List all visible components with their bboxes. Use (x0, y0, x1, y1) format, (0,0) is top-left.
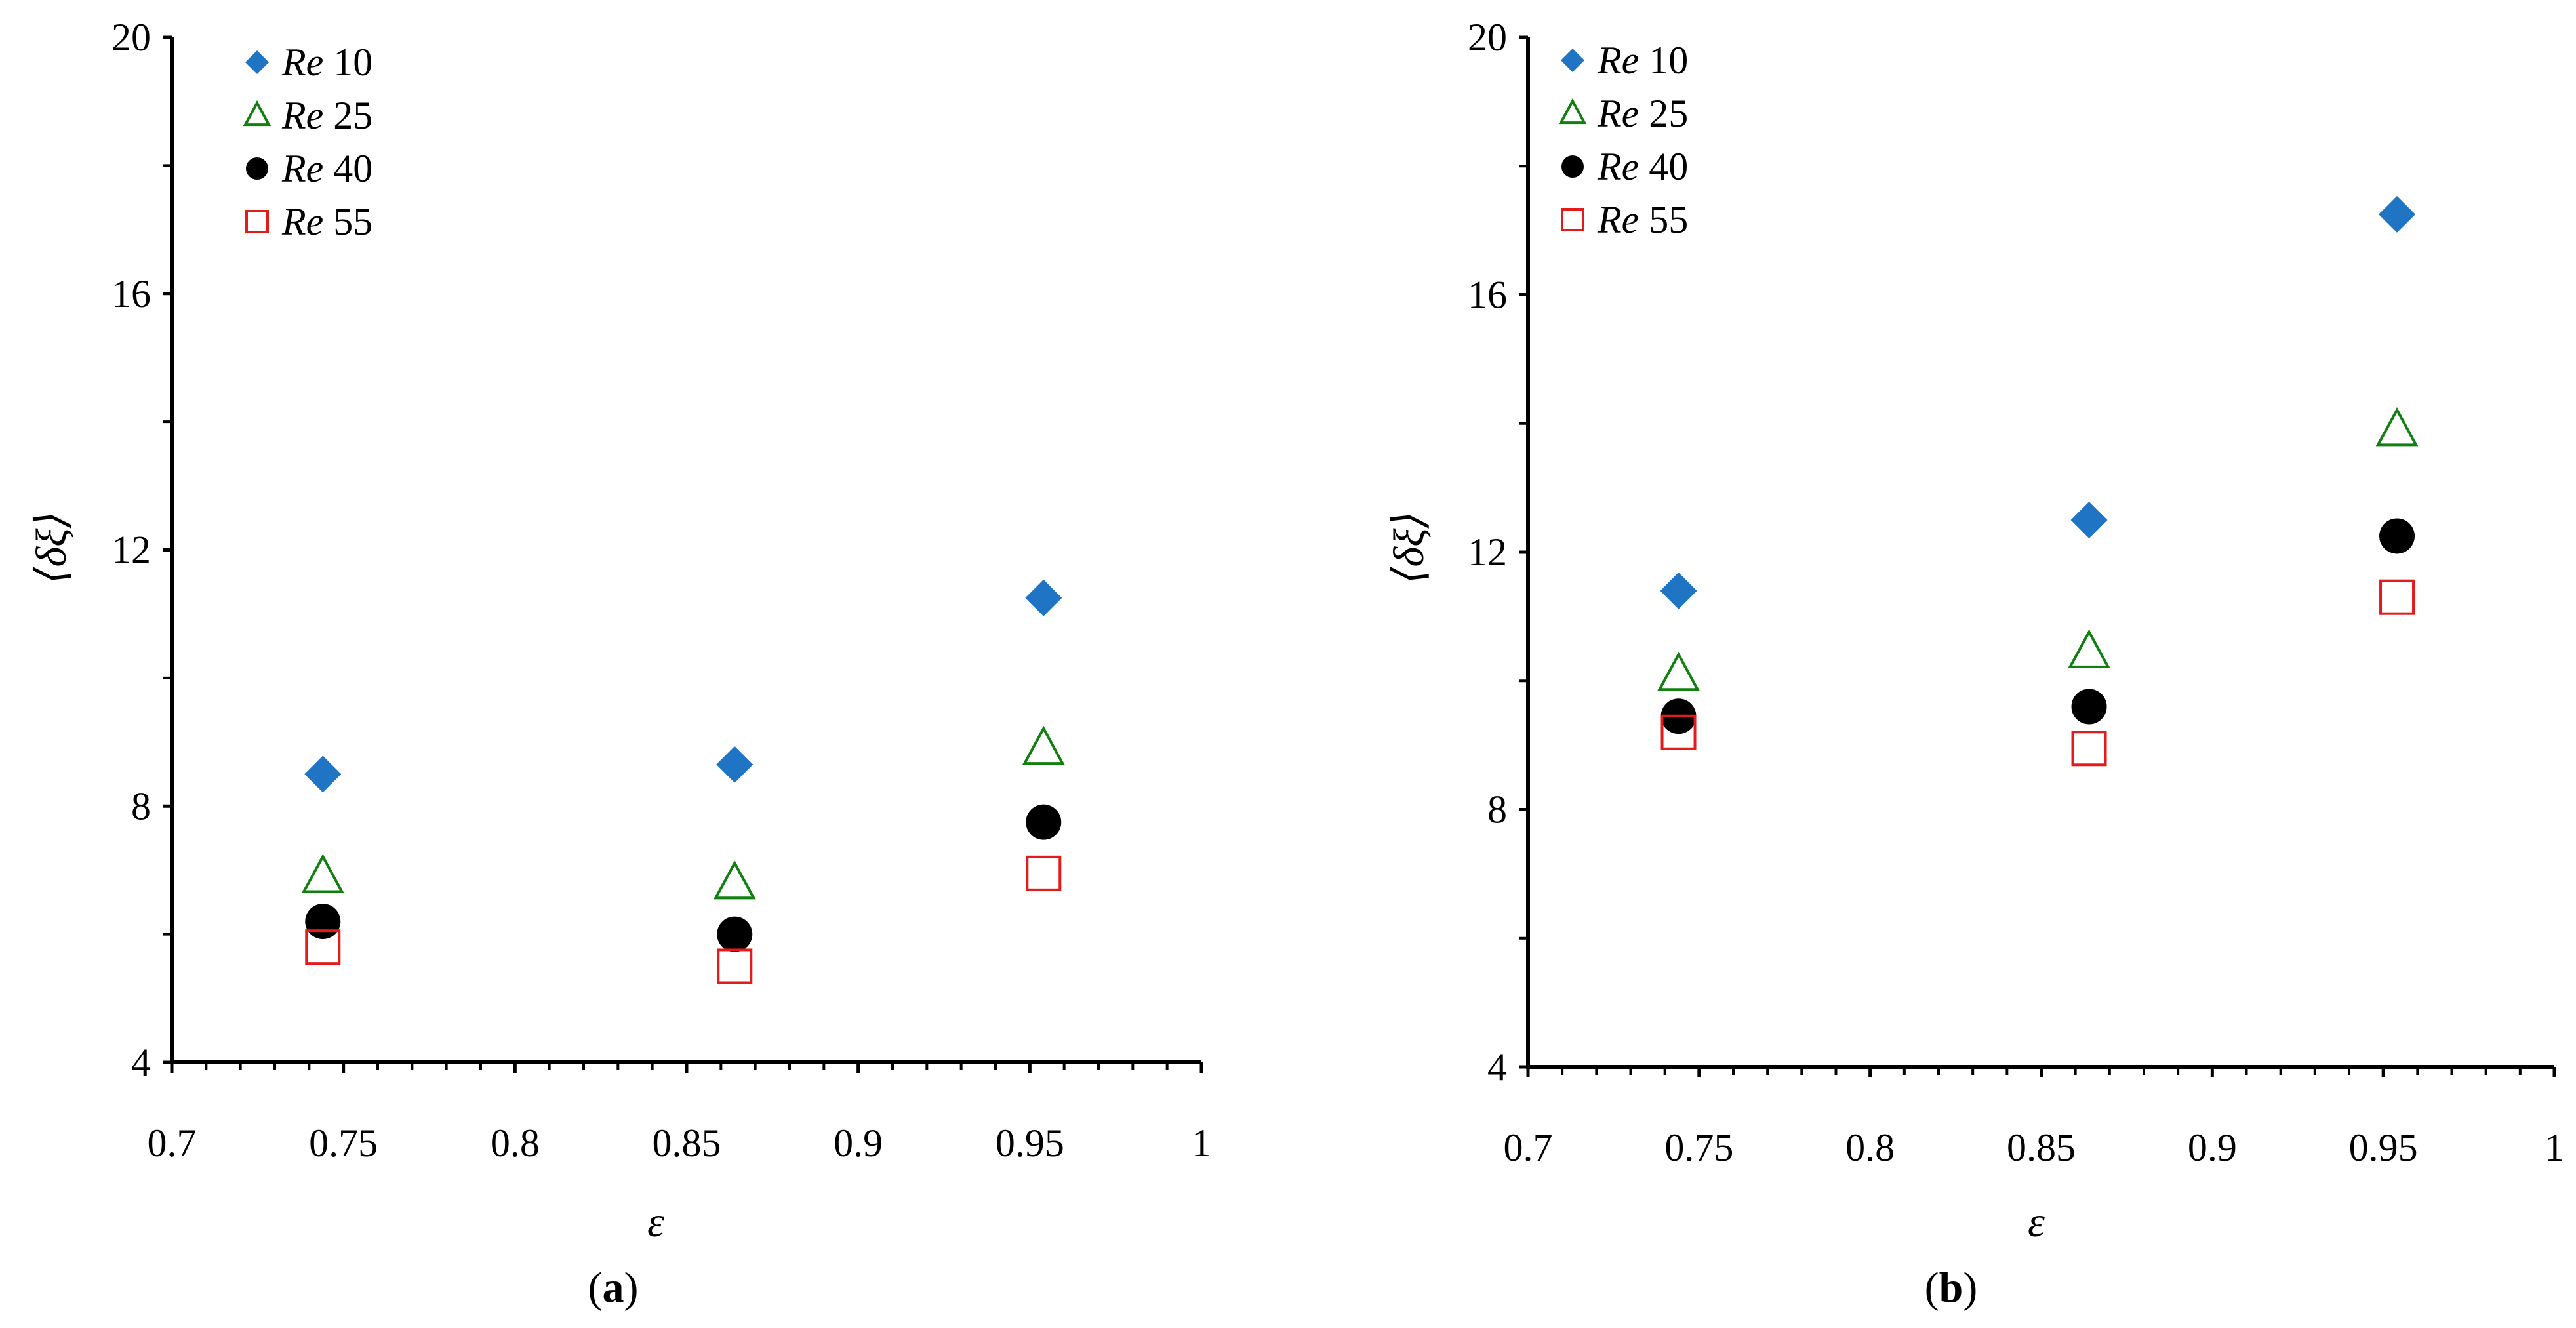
panel-label-a: (a) (588, 1264, 639, 1312)
legend-label-re-40: Re 40 (281, 147, 372, 190)
point-re-40 (2379, 518, 2415, 554)
y-tick-label: 12 (1468, 531, 1507, 574)
legend-marker-re-55 (1561, 208, 1584, 231)
legend-re-symbol: Re (281, 94, 323, 137)
point-re-40 (2071, 689, 2107, 725)
x-axis-title: ε (647, 1198, 664, 1246)
legend-re-value: 55 (323, 200, 372, 243)
x-tick-label: 0.7 (1504, 1126, 1553, 1169)
legend-re-symbol: Re (281, 147, 323, 190)
point-re-10 (716, 746, 754, 783)
x-tick-label: 0.7 (148, 1121, 197, 1165)
y-tick-label: 20 (1468, 16, 1507, 59)
x-axis-title: ε (2028, 1198, 2045, 1246)
point-re-10 (1660, 572, 1697, 609)
legend-re-symbol: Re (1597, 92, 1639, 135)
legend-re-symbol: Re (1597, 198, 1639, 241)
x-tick-label: 0.95 (996, 1121, 1064, 1165)
x-tick-label: 0.9 (834, 1121, 883, 1165)
legend-marker-re-25 (243, 100, 272, 127)
data-points (1657, 195, 2419, 767)
y-tick-label: 4 (1487, 1045, 1507, 1089)
legend-marker-re-10 (245, 50, 269, 74)
point-re-10 (2070, 501, 2108, 538)
x-tick-label: 0.9 (2188, 1126, 2237, 1169)
y-tick-label: 16 (111, 272, 151, 315)
x-tick-label: 0.85 (2007, 1126, 2076, 1169)
legend-label-re-25: Re 25 (1597, 92, 1688, 135)
point-re-40 (1026, 804, 1062, 840)
point-re-55 (2379, 579, 2415, 615)
legend-marker-re-25 (1558, 98, 1587, 125)
point-re-55 (2071, 731, 2107, 767)
point-re-10 (2379, 195, 2416, 233)
legend-marker-re-40 (246, 157, 268, 180)
point-re-55 (1026, 855, 1062, 891)
x-tick-label: 1 (2545, 1126, 2564, 1169)
point-re-25 (1022, 725, 1065, 765)
y-tick-label: 8 (1487, 788, 1507, 832)
y-tick-label: 4 (131, 1041, 151, 1084)
x-tick-label: 0.85 (653, 1121, 721, 1165)
x-tick-label: 0.75 (309, 1121, 378, 1165)
x-tick-label: 0.95 (2349, 1126, 2418, 1169)
legend-label-re-55: Re 55 (281, 200, 372, 243)
point-re-25 (301, 854, 344, 893)
legend-re-symbol: Re (281, 200, 323, 243)
x-tick-label: 1 (1192, 1121, 1211, 1165)
legend-re-symbol: Re (281, 41, 323, 84)
panel-label-b: (b) (1925, 1264, 1978, 1312)
legend-label-re-40: Re 40 (1597, 145, 1688, 188)
legend-label-re-55: Re 55 (1597, 198, 1688, 241)
point-re-40 (305, 904, 341, 940)
panel-label-letter: a (603, 1264, 624, 1312)
point-re-25 (2375, 407, 2419, 447)
legend-re-value: 40 (323, 147, 372, 190)
legend-marker-re-10 (1561, 49, 1584, 72)
legend-re-value: 55 (1639, 198, 1688, 241)
y-axis-title: ⟨δξ⟩ (28, 512, 75, 584)
point-re-55 (305, 929, 341, 965)
point-re-55 (717, 948, 753, 984)
y-tick-label: 8 (131, 784, 151, 828)
y-tick-label: 16 (1468, 273, 1507, 317)
legend-re-value: 10 (323, 41, 372, 84)
axis-ticks: 4 8 12 16 20 0.7 0.75 0.8 0.85 0.9 0.95 1 (1468, 16, 2564, 1169)
x-tick-label: 0.75 (1664, 1126, 1733, 1169)
panel-label-letter: b (1939, 1264, 1963, 1312)
y-axis-title: ⟨δξ⟩ (1385, 512, 1433, 584)
point-re-25 (1657, 651, 1700, 691)
point-re-10 (304, 755, 342, 793)
legend-label-re-25: Re 25 (281, 94, 372, 137)
legend-re-value: 40 (1639, 145, 1688, 188)
legend-re-value: 10 (1639, 39, 1688, 82)
legend-re-symbol: Re (1597, 39, 1639, 82)
point-re-10 (1025, 579, 1062, 616)
legend-re-value: 25 (1639, 92, 1688, 135)
legend-re-value: 25 (323, 94, 372, 137)
legend-re-symbol: Re (1597, 145, 1639, 188)
point-re-55 (1660, 714, 1697, 750)
legend-marker-re-40 (1561, 155, 1584, 178)
x-tick-label: 0.8 (1845, 1126, 1895, 1169)
legend-marker-re-55 (245, 210, 269, 233)
point-re-25 (2068, 629, 2110, 668)
point-re-40 (717, 916, 753, 952)
point-re-25 (713, 860, 756, 900)
y-tick-label: 20 (111, 16, 151, 59)
legend-label-re-10: Re 10 (1597, 39, 1688, 82)
legend-label-re-10: Re 10 (281, 41, 372, 84)
x-tick-label: 0.8 (491, 1121, 540, 1165)
axis-ticks: 4 8 12 16 20 0.7 0.75 0.8 0.85 0.9 0.95 1 (111, 16, 1211, 1165)
y-tick-label: 12 (111, 529, 151, 572)
data-points (301, 579, 1065, 984)
